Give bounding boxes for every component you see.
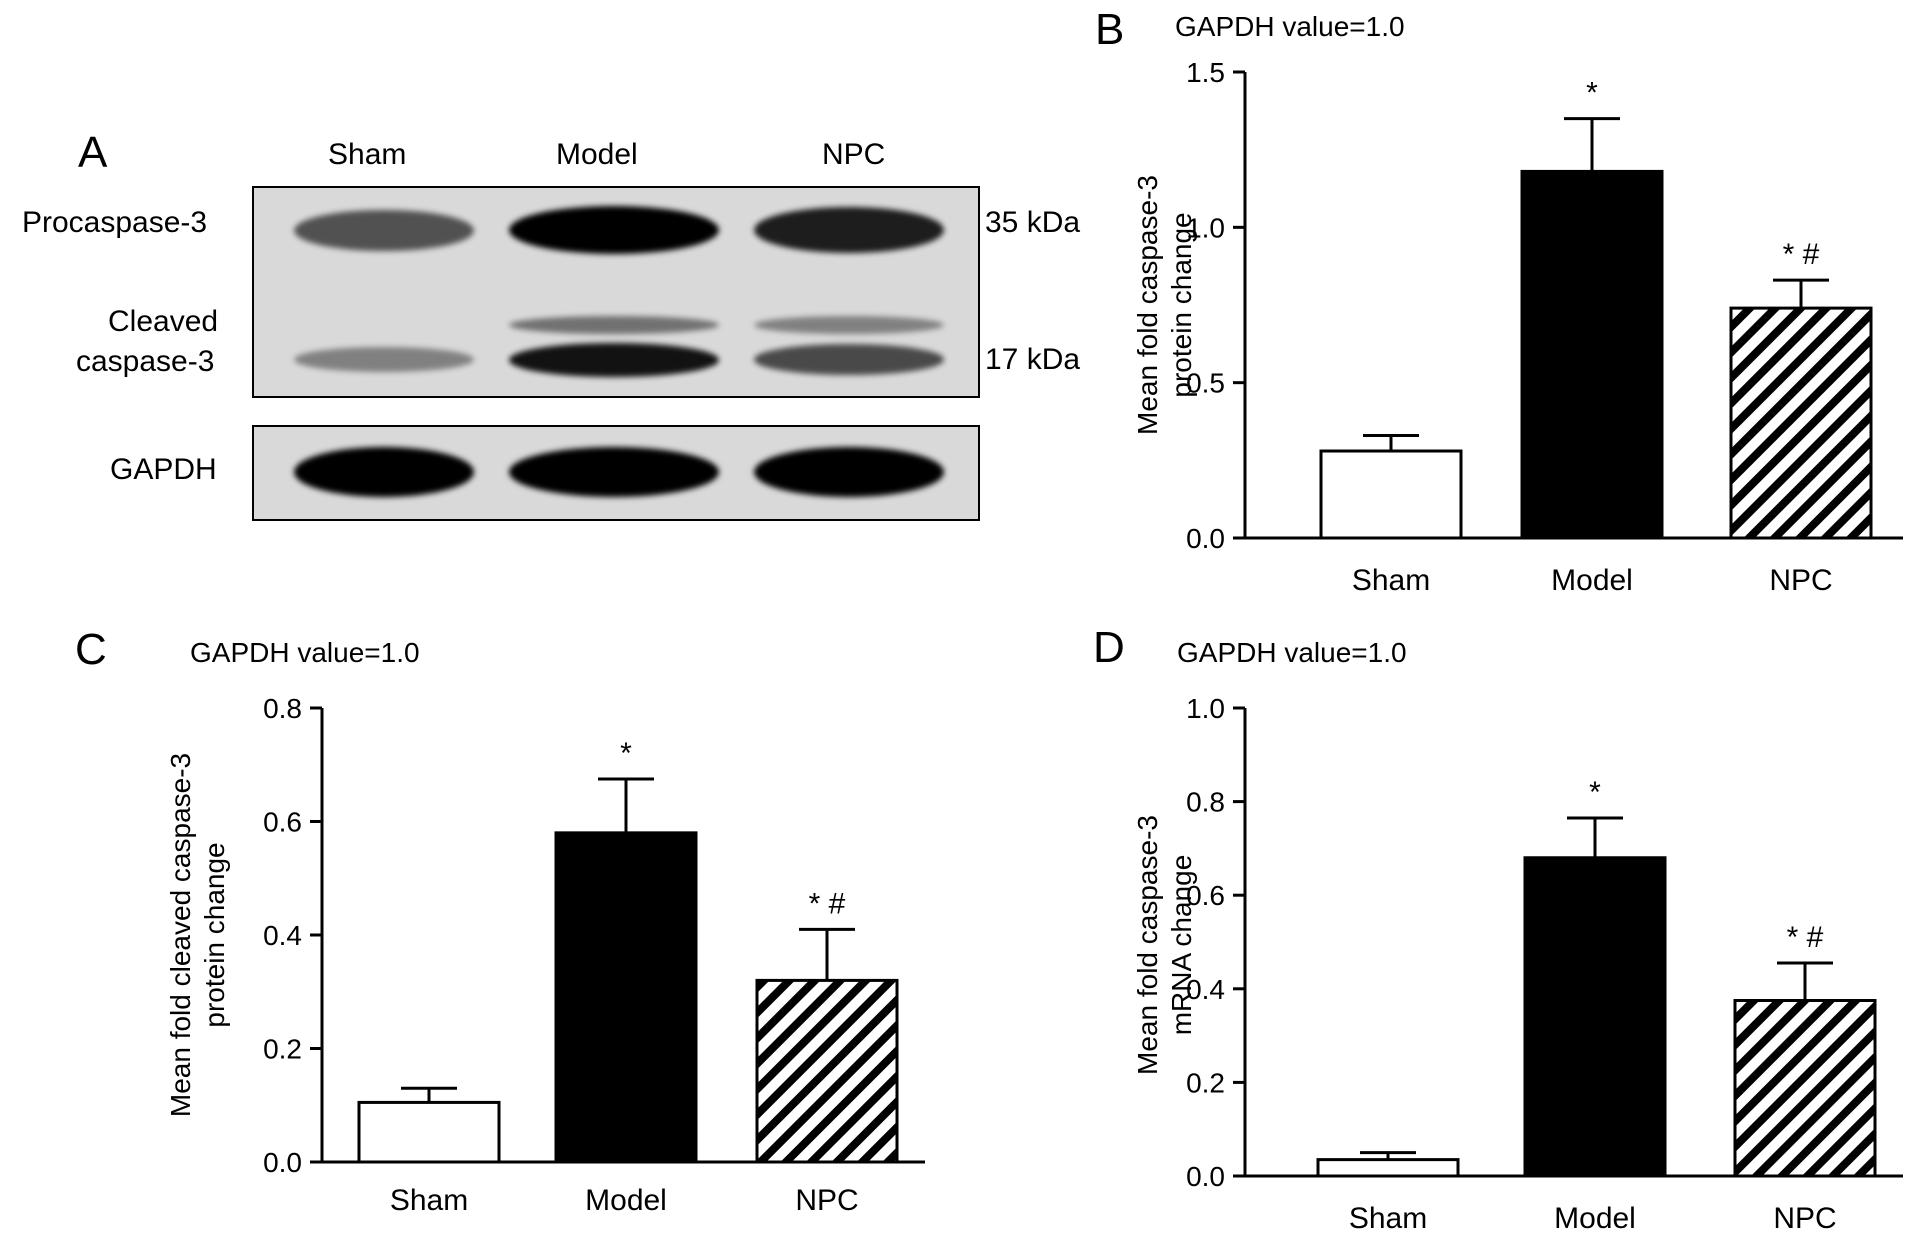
bar-model	[554, 831, 698, 1164]
bar-model	[1523, 856, 1667, 1178]
y-tick-label-3: 1.5	[1186, 57, 1225, 88]
y-axis-label-line-1: protein change	[199, 842, 230, 1027]
panel-letter-b: B	[1095, 5, 1124, 54]
band-cleaved-lower-2	[754, 344, 944, 375]
band-cleaved-upper-1	[509, 316, 719, 334]
row-label-procaspase: Procaspase-3	[22, 206, 208, 239]
x-tick-label-npc: NPC	[795, 1184, 858, 1217]
lane-label-model: Model	[556, 138, 638, 171]
bar-chart-c: C GAPDH value=1.0 Mean fold cleaved caspas…	[75, 625, 925, 1217]
marker-17kda: 17 kDa	[985, 343, 1081, 376]
x-tick-label-sham: Sham	[390, 1184, 468, 1217]
band-procaspase-1	[509, 206, 719, 254]
band-procaspase-2	[754, 207, 944, 254]
row-label-gapdh: GAPDH	[110, 453, 217, 486]
y-tick-label-0: 0.0	[263, 1147, 302, 1178]
y-tick-label-5: 1.0	[1186, 693, 1225, 724]
bar-chart-d: D GAPDH value=1.0 Mean fold caspase-3 mRNA …	[1093, 623, 1903, 1235]
significance-model: *	[1586, 77, 1598, 110]
y-tick-label-0: 0.0	[1186, 1161, 1225, 1192]
y-axis-label-line-0: Mean fold caspase-3	[1132, 815, 1163, 1075]
y-tick-label-4: 0.8	[263, 693, 302, 724]
chart-title-d: GAPDH value=1.0	[1177, 637, 1407, 668]
y-axis-label-d: Mean fold caspase-3 mRNA change	[1132, 815, 1197, 1075]
panel-letter-d: D	[1093, 623, 1125, 672]
chart-title-c: GAPDH value=1.0	[190, 637, 420, 668]
band-procaspase-0	[294, 209, 474, 252]
bar-chart-b: B GAPDH value=1.0 Mean fold caspase-3 prote…	[1095, 5, 1903, 597]
chart-title-b: GAPDH value=1.0	[1175, 11, 1405, 42]
x-tick-label-npc: NPC	[1773, 1202, 1836, 1235]
band-cleaved-lower-0	[294, 346, 474, 372]
x-tick-label-model: Model	[1551, 564, 1633, 597]
bar-sham	[357, 1100, 501, 1164]
y-axis-label-line-1: protein change	[1166, 212, 1197, 397]
y-axis-label-line-1: mRNA change	[1166, 855, 1197, 1036]
band-gapdh-0	[294, 447, 474, 497]
blot-membrane-gapdh	[252, 425, 980, 521]
y-tick-label-1: 0.5	[1186, 368, 1225, 399]
bar-sham	[1316, 1158, 1460, 1178]
band-cleaved-upper-2	[754, 316, 944, 334]
x-tick-label-sham: Sham	[1349, 1202, 1427, 1235]
y-tick-label-2: 1.0	[1186, 212, 1225, 243]
lane-label-sham: Sham	[328, 138, 407, 171]
bar-npc	[755, 978, 899, 1164]
y-tick-label-1: 0.2	[263, 1034, 302, 1065]
y-axis-label-c: Mean fold cleaved caspase-3 protein chang…	[165, 753, 230, 1117]
band-cleaved-lower-1	[509, 342, 719, 378]
significance-npc: * #	[1783, 238, 1820, 271]
bar-model	[1520, 169, 1664, 540]
band-gapdh-1	[509, 447, 719, 497]
bar-sham	[1319, 449, 1463, 540]
y-tick-label-0: 0.0	[1186, 523, 1225, 554]
x-tick-label-model: Model	[585, 1184, 667, 1217]
panel-letter-a: A	[78, 128, 108, 177]
band-gapdh-2	[754, 447, 944, 497]
significance-npc: * #	[1787, 921, 1824, 954]
y-tick-label-2: 0.4	[263, 920, 302, 951]
y-axis-label-b: Mean fold caspase-3 protein change	[1132, 175, 1197, 435]
lane-label-npc: NPC	[822, 138, 886, 171]
row-label-cleaved-line1: Cleaved	[108, 305, 219, 338]
y-tick-label-3: 0.6	[1186, 880, 1225, 911]
significance-model: *	[620, 737, 632, 770]
x-tick-label-sham: Sham	[1352, 564, 1430, 597]
x-tick-label-model: Model	[1554, 1202, 1636, 1235]
bar-npc	[1733, 999, 1877, 1178]
y-tick-label-1: 0.2	[1186, 1067, 1225, 1098]
y-tick-label-3: 0.6	[263, 807, 302, 838]
x-tick-label-npc: NPC	[1769, 564, 1832, 597]
y-tick-label-2: 0.4	[1186, 974, 1225, 1005]
y-axis-label-line-0: Mean fold caspase-3	[1132, 175, 1163, 435]
blot-membrane-caspase	[252, 186, 980, 398]
y-axis-label-line-0: Mean fold cleaved caspase-3	[165, 753, 196, 1117]
significance-model: *	[1589, 776, 1601, 809]
panel-letter-c: C	[75, 625, 107, 674]
y-tick-label-4: 0.8	[1186, 787, 1225, 818]
row-label-cleaved-line2: caspase-3	[76, 345, 215, 378]
bar-npc	[1729, 306, 1873, 540]
significance-npc: * #	[809, 887, 846, 920]
marker-35kda: 35 kDa	[985, 206, 1081, 239]
